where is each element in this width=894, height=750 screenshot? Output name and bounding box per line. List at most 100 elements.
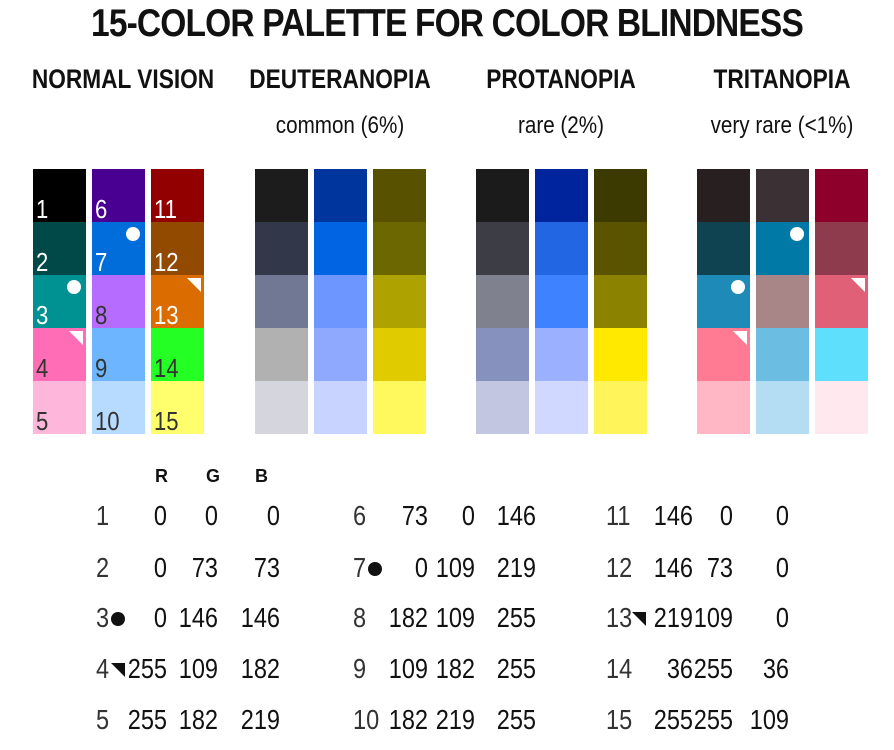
rgb-value-b: 255 [496,653,536,684]
color-swatch: 10 [92,381,145,434]
rgb-value-g: 182 [178,704,218,735]
rgb-value-r: 36 [666,653,693,684]
color-swatch [756,381,809,434]
color-swatch: 15 [151,381,204,434]
color-swatch: 14 [151,328,204,381]
rgb-column-header: R [155,466,168,486]
rgb-value-r: 0 [153,552,167,583]
rgb-value-b: 0 [775,552,789,583]
color-swatch [314,222,367,275]
rgb-row-index: 3 [96,602,110,633]
color-swatch [697,328,750,381]
swatch-number: 9 [95,353,108,383]
color-swatch [373,381,426,434]
rgb-value-g: 109 [435,602,475,633]
swatch-number: 4 [36,353,49,383]
triangle-marker-icon [851,278,865,292]
rgb-value-g: 109 [693,602,733,633]
color-swatch [697,275,750,328]
rgb-value-b: 255 [496,602,536,633]
rgb-value-r: 146 [653,552,693,583]
color-swatch: 11 [151,169,204,222]
rgb-value-b: 219 [240,704,280,735]
rgb-row-index: 13 [606,602,633,633]
rgb-row-index: 9 [353,653,367,684]
color-swatch [756,222,809,275]
rgb-value-r: 255 [127,653,167,684]
rgb-value-b: 146 [496,500,536,531]
color-swatch: 9 [92,328,145,381]
rgb-row-index: 6 [353,500,367,531]
color-swatch [476,381,529,434]
dot-marker-icon [368,562,382,576]
dot-marker-icon [111,612,125,626]
rgb-row-index: 8 [353,602,367,633]
triangle-marker-icon [632,612,646,626]
panel-heading: NORMAL VISION [31,64,215,94]
color-swatch [815,169,868,222]
swatch-number: 5 [36,406,49,436]
rgb-value-g: 255 [693,653,733,684]
swatch-number: 14 [154,353,179,383]
color-swatch [314,275,367,328]
rgb-value-g: 109 [435,552,475,583]
rgb-value-r: 0 [153,500,167,531]
color-swatch [476,328,529,381]
color-swatch: 1 [33,169,86,222]
color-swatch [255,169,308,222]
rgb-value-r: 182 [388,704,428,735]
color-swatch [697,169,750,222]
rgb-value-g: 0 [719,500,733,531]
color-swatch: 12 [151,222,204,275]
color-swatch [476,222,529,275]
swatch-number: 15 [154,406,179,436]
rgb-value-r: 73 [401,500,428,531]
color-swatch [314,381,367,434]
rgb-value-g: 182 [435,653,475,684]
rgb-value-g: 0 [204,500,218,531]
rgb-row-index: 14 [606,653,633,684]
rgb-row-index: 5 [96,704,110,735]
color-swatch [255,328,308,381]
swatch-number: 6 [95,194,108,224]
color-swatch [535,381,588,434]
color-swatch: 3 [33,275,86,328]
color-swatch [594,381,647,434]
swatch-number: 1 [36,194,49,224]
rgb-value-r: 146 [653,500,693,531]
rgb-value-r: 255 [653,704,693,735]
rgb-row-index: 11 [606,500,631,531]
color-swatch [815,275,868,328]
rgb-row-index: 15 [606,704,633,735]
rgb-value-b: 36 [762,653,789,684]
dot-marker-icon [126,227,140,241]
rgb-row-index: 2 [96,552,110,583]
color-swatch [373,328,426,381]
rgb-value-b: 219 [496,552,536,583]
color-swatch [815,222,868,275]
rgb-value-b: 0 [775,500,789,531]
rgb-value-b: 0 [266,500,280,531]
color-swatch [594,169,647,222]
color-swatch [697,381,750,434]
rgb-value-b: 0 [775,602,789,633]
swatch-number: 10 [95,406,120,436]
dot-marker-icon [67,280,81,294]
color-swatch: 5 [33,381,86,434]
rgb-value-r: 182 [388,602,428,633]
color-swatch [594,328,647,381]
triangle-marker-icon [187,278,201,292]
rgb-column-header: G [206,466,221,486]
panel-heading: DEUTERANOPIA [249,64,431,94]
color-swatch [756,275,809,328]
rgb-value-g: 146 [178,602,218,633]
color-swatch [697,222,750,275]
color-swatch [373,169,426,222]
swatch-number: 12 [154,247,179,277]
triangle-marker-icon [733,331,747,345]
rgb-row-index: 1 [96,500,110,531]
dot-marker-icon [790,227,804,241]
rgb-value-b: 73 [253,552,280,583]
color-swatch [756,328,809,381]
color-swatch [535,275,588,328]
